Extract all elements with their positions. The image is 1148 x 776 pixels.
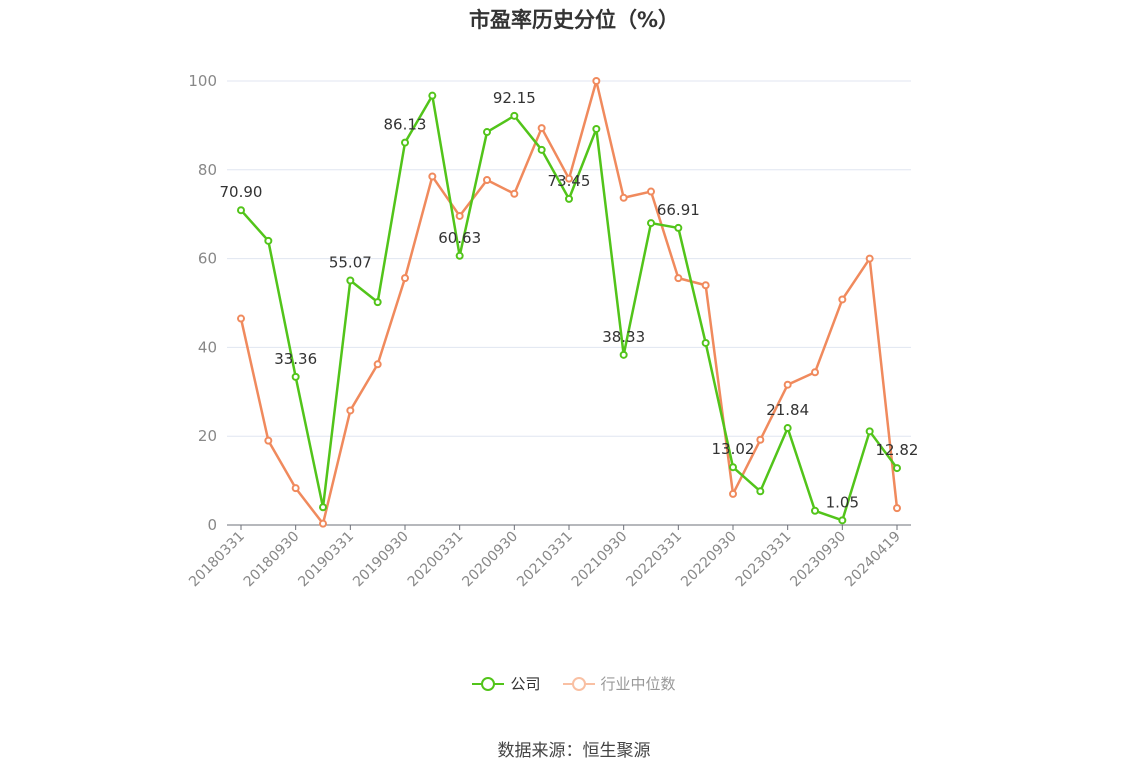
y-tick-label: 100 xyxy=(188,72,217,90)
data-point-company xyxy=(401,138,409,147)
data-point-industry-median xyxy=(592,77,601,85)
data-point-company xyxy=(893,464,901,473)
data-point-industry-median xyxy=(756,435,765,444)
data-point-company xyxy=(729,463,737,472)
data-point-company xyxy=(319,503,327,512)
data-point-company xyxy=(428,91,437,100)
source-note: 数据来源：恒生聚源 xyxy=(497,741,651,761)
data-point-industry-median xyxy=(701,281,710,290)
y-tick-label: 20 xyxy=(198,427,217,445)
data-point-company xyxy=(592,124,601,133)
y-tick-label: 60 xyxy=(198,250,217,268)
data-label: 38.33 xyxy=(602,328,645,346)
x-tick-label: 20220930 xyxy=(678,529,740,591)
data-point-company xyxy=(537,145,546,154)
data-point-industry-median xyxy=(838,295,847,304)
data-label: 12.82 xyxy=(876,441,919,459)
x-tick-label: 20210930 xyxy=(569,529,631,591)
data-point-company xyxy=(783,424,792,433)
chart-canvas: 0 20 40 60 80 100 2018033120180930201903312019… xyxy=(186,72,919,590)
data-point-company xyxy=(811,506,819,515)
x-tick-label: 20210331 xyxy=(514,529,576,591)
data-point-industry-median xyxy=(237,314,245,323)
data-label: 66.91 xyxy=(657,201,700,219)
data-point-industry-median xyxy=(893,504,901,513)
data-point-company xyxy=(291,372,300,381)
x-tick-label: 20180331 xyxy=(186,529,248,591)
data-point-company xyxy=(565,194,573,203)
x-tick-label: 20230331 xyxy=(733,529,795,591)
data-point-industry-median xyxy=(401,274,409,283)
y-tick-label: 80 xyxy=(198,161,217,179)
x-tick-label: 20240419 xyxy=(842,529,904,591)
data-label: 73.45 xyxy=(548,172,591,190)
data-point-company xyxy=(756,487,765,496)
data-point-industry-median xyxy=(455,211,464,220)
data-point-industry-median xyxy=(319,519,327,528)
data-point-industry-median xyxy=(428,172,437,181)
axes: 0 20 40 60 80 100 2018033120180930201903312019… xyxy=(186,72,911,590)
data-point-company xyxy=(619,350,628,359)
data-point-industry-median xyxy=(264,436,273,445)
data-label: 70.90 xyxy=(220,183,263,201)
legend-company-swatch-icon xyxy=(472,674,505,694)
data-label: 21.84 xyxy=(766,401,809,419)
data-point-company xyxy=(264,236,273,245)
data-point-company xyxy=(483,128,491,137)
data-label: 92.15 xyxy=(493,89,536,107)
data-point-company xyxy=(346,276,355,285)
data-point-company xyxy=(838,516,847,525)
chart-title: 市盈率历史分位（%） xyxy=(468,8,680,32)
data-label: 1.05 xyxy=(826,493,859,511)
x-tick-label: 20190331 xyxy=(295,529,357,591)
data-point-industry-median xyxy=(537,124,546,133)
data-point-company xyxy=(373,298,382,307)
data-point-company xyxy=(510,111,519,120)
data-point-company xyxy=(237,206,245,215)
x-tick-label: 20200930 xyxy=(459,529,521,591)
data-point-industry-median xyxy=(510,189,519,198)
legend-item-industry-median[interactable]: 行业中位数 xyxy=(562,673,676,694)
data-point-industry-median xyxy=(674,274,683,283)
data-point-industry-median xyxy=(647,187,655,196)
x-tick-label: 20200331 xyxy=(405,529,467,591)
data-point-industry-median xyxy=(865,254,874,263)
x-tick-label: 20220331 xyxy=(623,529,685,591)
data-label: 86.13 xyxy=(384,116,427,134)
data-point-industry-median xyxy=(729,489,737,498)
data-label: 60.63 xyxy=(438,229,481,247)
data-point-company xyxy=(865,427,874,436)
data-point-industry-median xyxy=(346,406,355,415)
data-label: 55.07 xyxy=(329,253,372,271)
grid-lines xyxy=(227,80,911,437)
data-point-industry-median xyxy=(565,174,573,183)
data-point-company xyxy=(455,251,464,260)
legend-industry-swatch-icon xyxy=(562,674,595,694)
data-point-company xyxy=(647,219,655,228)
series-lines xyxy=(237,77,901,528)
data-point-industry-median xyxy=(291,484,300,493)
data-point-industry-median xyxy=(811,368,819,377)
data-point-industry-median xyxy=(373,360,382,369)
y-tick-label: 40 xyxy=(198,338,217,356)
data-point-company xyxy=(701,338,710,347)
y-tick-label: 0 xyxy=(207,516,217,534)
data-point-company xyxy=(674,223,683,232)
data-point-industry-median xyxy=(483,176,491,185)
legend-company-label: 公司 xyxy=(510,675,541,693)
legend-item-company[interactable]: 公司 xyxy=(472,673,541,694)
data-point-industry-median xyxy=(619,193,628,202)
x-tick-label: 20230930 xyxy=(787,529,849,591)
data-label: 13.02 xyxy=(712,440,755,458)
x-tick-label: 20180930 xyxy=(241,529,303,591)
data-labels: 70.90 33.36 55.07 86.13 60.63 92.15 73.45 38.33… xyxy=(220,89,919,511)
data-label: 33.36 xyxy=(274,350,317,368)
legend: 公司 行业中位数 xyxy=(0,673,1148,694)
x-tick-label: 20190930 xyxy=(350,529,412,591)
data-point-industry-median xyxy=(783,380,792,389)
legend-industry-label: 行业中位数 xyxy=(600,675,676,693)
